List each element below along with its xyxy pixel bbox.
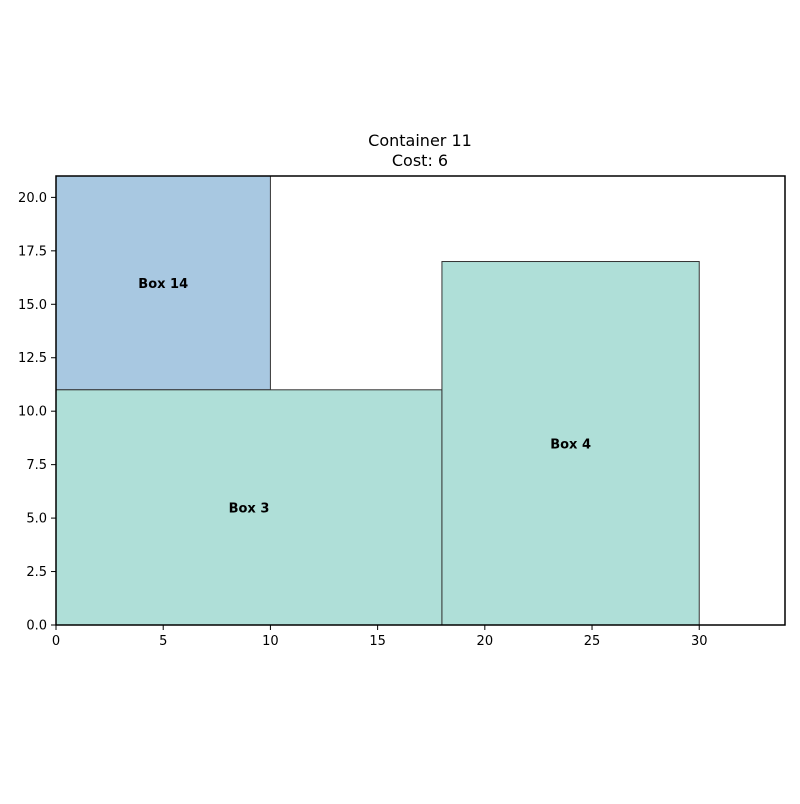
x-tick-label: 25 [584,634,601,649]
box-rect-box-4 [441,261,700,626]
axes-layer: 0 5 10 15 20 25 30 0.0 2.5 5.0 7.5 10.0 12.5 15.0 17.5… [18,191,707,649]
x-tick-label: 20 [477,634,494,649]
box-rect-box-14 [55,175,271,391]
chart-title: Container 11 [368,131,472,150]
y-tick-label: 10.0 [18,405,47,420]
x-tick-label: 10 [262,634,279,649]
box-label-box-3: Box 3 [229,501,270,516]
plot-frame [55,175,786,626]
y-tick-label: 20.0 [18,191,47,206]
box-label-box-4: Box 4 [550,437,591,452]
y-tick-label: 7.5 [26,458,47,473]
x-tick-label: 15 [369,634,386,649]
y-tick-label: 12.5 [18,351,47,366]
y-tick-label: 17.5 [18,244,47,259]
y-tick-label: 0.0 [26,619,47,634]
x-tick-label: 0 [52,634,60,649]
box-rect-box-3 [55,389,443,626]
chart-subtitle: Cost: 6 [392,151,448,170]
y-tick-label: 5.0 [26,512,47,527]
y-tick-label: 15.0 [18,298,47,313]
boxes-layer: Box 14 Box 3 Box 4 [55,175,700,626]
x-tick-label: 30 [691,634,708,649]
box-label-box-14: Box 14 [138,277,188,292]
x-tick-label: 5 [159,634,167,649]
y-tick-label: 2.5 [26,565,47,580]
